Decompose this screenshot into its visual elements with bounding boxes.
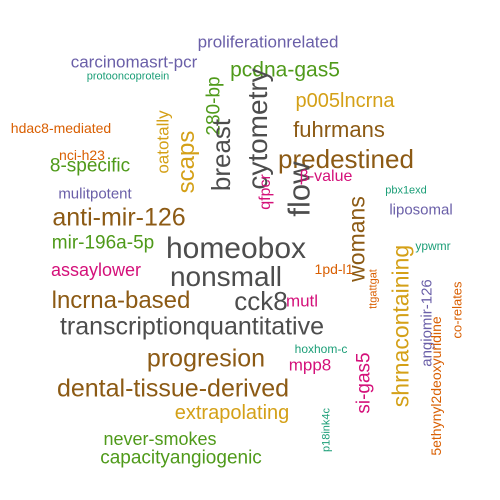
cloud-word: homeobox (165, 232, 307, 265)
cloud-word: liposomal (389, 201, 453, 219)
cloud-word: nci-h23 (59, 147, 105, 163)
cloud-word: mir-196a-5p (51, 232, 155, 254)
cloud-word: progresion (146, 344, 266, 373)
cloud-word: oatotally (153, 110, 173, 174)
cloud-word: assaylower (50, 260, 142, 280)
cloud-word: anti-mir-126 (52, 203, 186, 232)
cloud-word: extrapolating (174, 402, 290, 424)
cloud-word: transcriptionquantitative (59, 312, 325, 341)
cloud-word: p005lncrna (295, 90, 395, 112)
cloud-word: ttgattgat (367, 269, 380, 309)
cloud-word: pbx1exd (385, 184, 427, 197)
cloud-word: carcinomasrt-pcr (70, 52, 198, 72)
cloud-word: si-gas5 (353, 352, 375, 414)
cloud-word: 8-specific (49, 155, 131, 177)
cloud-word: nonsmall (169, 261, 283, 292)
cloud-word: predestined (278, 144, 414, 174)
cloud-word: mutl (285, 291, 319, 311)
cloud-word: 1pd-l1 (314, 261, 354, 277)
cloud-word: pcdna-gas5 (230, 58, 340, 82)
cloud-word: proliferationrelated (197, 32, 339, 52)
cloud-word: p18ink4c (320, 407, 333, 453)
cloud-word: never-smokes (103, 429, 217, 449)
cloud-word: dental-tissue-derived (56, 374, 290, 403)
cloud-word: ypwmr (415, 239, 451, 253)
cloud-word: hoxhom-c (294, 342, 348, 356)
cloud-word: hdac8-mediated (10, 120, 112, 136)
cloud-word: capacityangiogenic (100, 447, 262, 469)
cloud-word: co-relates (449, 281, 465, 339)
cloud-word: mulitpotent (58, 185, 132, 203)
cloud-word: β-value (299, 168, 353, 185)
cloud-word: scaps (173, 130, 200, 194)
cloud-word: fuhrmans (293, 117, 385, 142)
cloud-word: mpp8 (288, 355, 332, 375)
cloud-word: breast (206, 118, 236, 192)
cloud-word: protooncoprotein (86, 70, 170, 83)
cloud-word: 5ethynyl2deoxyuridine (428, 316, 444, 456)
cloud-word: cck8 (234, 286, 288, 316)
cloud-word: cytometry (242, 68, 273, 190)
cloud-word: qfpcr (257, 174, 274, 210)
cloud-word: lncrna-based (51, 287, 191, 314)
cloud-word: shrnacontaining (387, 244, 414, 408)
